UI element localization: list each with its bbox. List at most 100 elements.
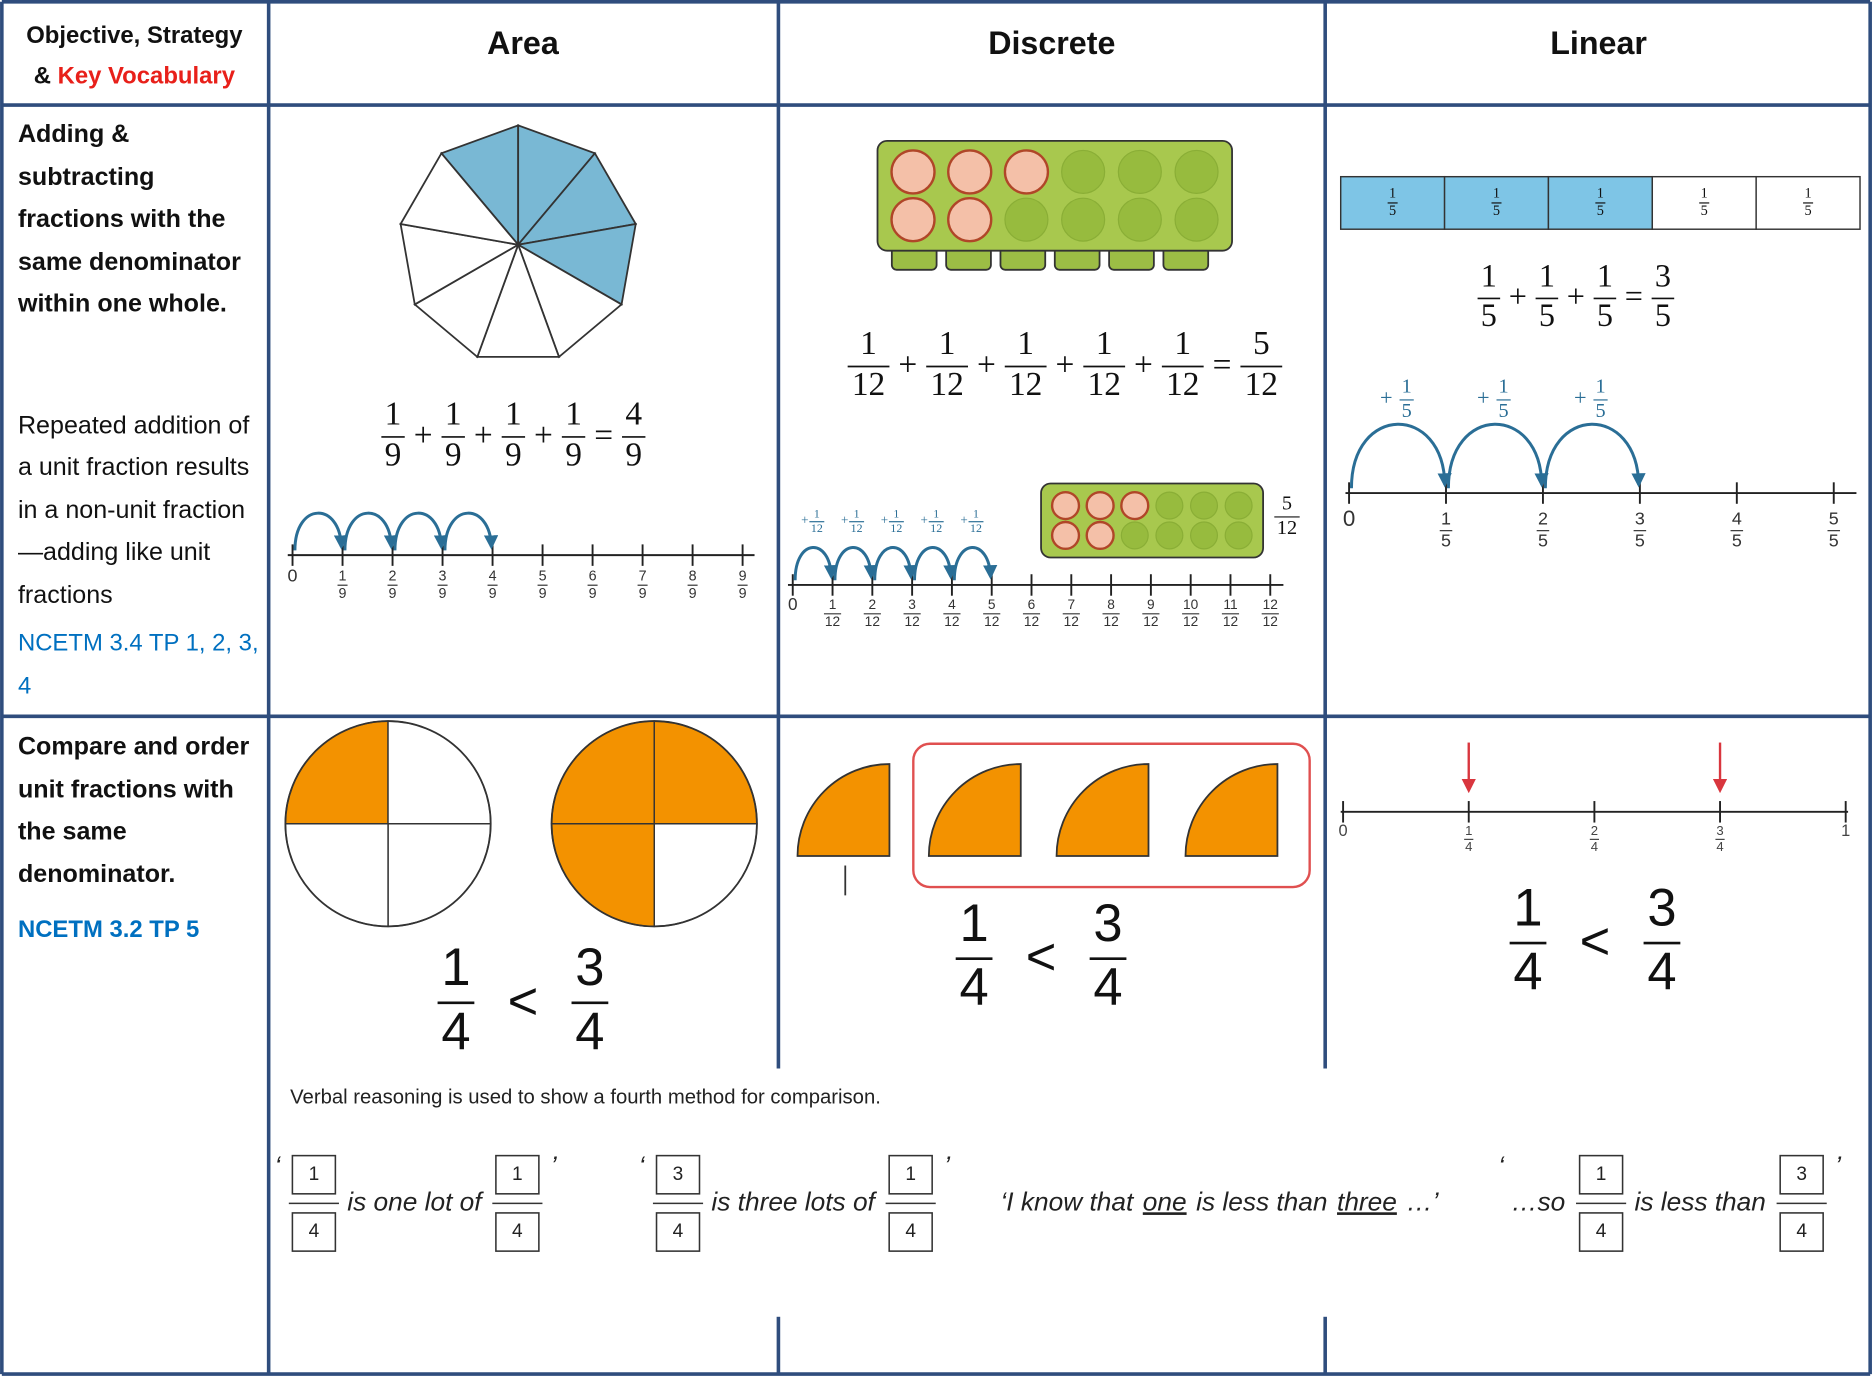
boxed-number: 1 [512,1164,523,1185]
fraction-denominator: 12 [811,521,823,535]
egg-cup [1117,149,1162,194]
fraction-denominator: 4 [441,1002,470,1061]
fraction-numerator: 1 [505,396,522,433]
header-objective-cell: Objective, Strategy & Key Vocabulary [26,22,243,90]
fraction-numerator: 1 [339,568,347,584]
row-1-text: Adding & subtracting fractions with the … [18,113,263,708]
egg-cup [1189,521,1219,550]
jump-label-operator: + [1477,385,1490,410]
fraction-denominator: 5 [1539,297,1555,333]
fraction-denominator: 9 [489,586,497,602]
fraction-numerator: 3 [1635,509,1645,529]
circle-outline [284,720,492,928]
circle-quarter [550,823,655,928]
statement-text: ’ [944,1150,951,1180]
fraction-denominator: 12 [1143,614,1158,629]
operator: + [414,417,433,454]
egg [947,196,993,243]
jump-label-operator: + [841,513,848,528]
statement-text: ‘I know that [1000,1186,1134,1216]
operator: + [1509,278,1527,314]
egg [1050,490,1081,521]
number-line-label: 0 [1339,822,1348,840]
statement-text: ’ [551,1150,558,1180]
fraction-numerator: 5 [1282,492,1292,514]
fraction-numerator: 3 [908,597,916,612]
fraction-denominator: 12 [1088,366,1121,403]
fraction-denominator: 5 [1655,297,1671,333]
number-box [495,1212,540,1252]
quarter-piece [927,763,1022,857]
row-2-text: Compare and order unit fractions with th… [18,726,263,952]
egg-cup [1061,149,1106,194]
fraction-denominator: 9 [589,586,597,602]
fraction-numerator: 1 [385,396,402,433]
egg-cup [1155,491,1184,520]
fraction-numerator: 1 [1597,258,1613,294]
egg-cup [1004,197,1049,242]
fraction-denominator: 12 [1277,517,1297,539]
fraction-numerator: 2 [869,597,877,612]
fraction-denominator: 9 [639,586,647,602]
egg-cup [1117,197,1162,242]
fraction-numerator: 1 [939,325,956,362]
operator: + [1056,347,1075,384]
number-line-label: 0 [1343,506,1355,531]
egg [1120,490,1150,521]
fraction-numerator: 4 [1732,509,1742,529]
fraction-numerator: 1 [441,938,470,997]
description: Repeated addition of a unit fraction res… [17,411,250,609]
circle-quarter [550,720,655,825]
fraction-denominator: 5 [1595,400,1605,422]
fraction-numerator: 1 [1441,509,1451,529]
fraction-denominator: 5 [1389,203,1396,219]
fraction-denominator: 4 [1716,839,1723,854]
fraction-numerator: 1 [814,506,820,520]
column-header: Discrete [988,25,1115,61]
fraction-numerator: 5 [1253,325,1270,362]
fraction-denominator: 4 [1465,839,1472,854]
statement-text: is less than [1635,1186,1766,1216]
fraction-denominator: 5 [1538,530,1548,550]
statement-text: ‘ [275,1150,282,1180]
fraction-denominator: 12 [1064,614,1079,629]
fraction-numerator: 1 [1701,186,1708,202]
egg-box [876,139,1233,252]
fraction-denominator: 9 [539,586,547,602]
fraction-denominator: 9 [565,436,582,473]
egg [1085,520,1115,551]
underlined-word: three [1337,1186,1397,1216]
circle-quarter [653,720,758,825]
circle-quarter [387,823,492,928]
jump-arc [793,546,839,581]
jump-arc [833,546,878,581]
objective: Compare and order unit fractions with th… [17,733,250,888]
fraction-numerator: 3 [1093,894,1122,953]
fraction-denominator: 12 [1263,614,1278,629]
statement-text: …so [1511,1186,1565,1216]
row-1-objective-cell: Adding & subtracting fractions with the … [18,113,263,708]
fraction-numerator: 1 [1595,375,1605,397]
fraction-denominator: 12 [930,366,963,403]
fraction-numerator: 1 [1096,325,1113,362]
quarter-piece [1184,763,1279,857]
fraction-numerator: 11 [1223,597,1237,612]
group-outline [912,742,1311,889]
operator: < [508,972,539,1031]
egg [1085,490,1115,521]
fraction-denominator: 9 [505,436,522,473]
fraction-denominator: 5 [1732,530,1742,550]
fraction-numerator: 3 [575,938,604,997]
egg [1050,520,1081,551]
fraction-numerator: 1 [1174,325,1191,362]
verbal-intro: Verbal reasoning is used to show a fourt… [290,1087,881,1109]
fraction-numerator: 6 [1028,597,1036,612]
header-objective-text: Objective, Strategy [26,22,243,49]
fraction-denominator: 4 [1513,943,1542,1002]
statement-text: is less than [1196,1186,1327,1216]
fraction-denominator: 12 [904,614,919,629]
egg [890,149,936,195]
fraction-denominator: 9 [439,586,447,602]
jump-arc [1349,422,1452,489]
fraction-numerator: 1 [1539,258,1555,294]
